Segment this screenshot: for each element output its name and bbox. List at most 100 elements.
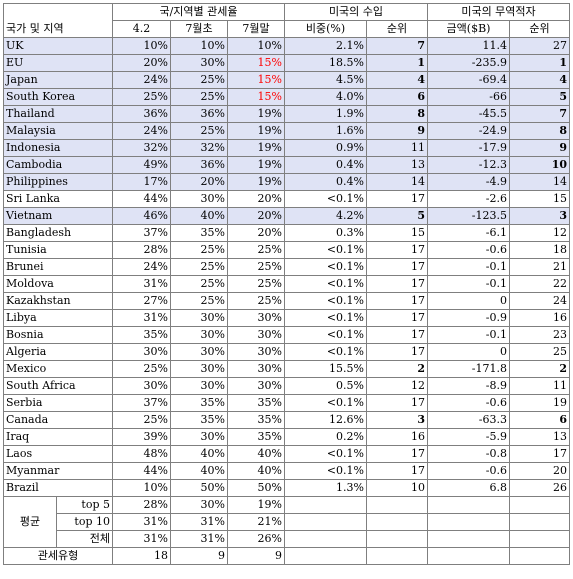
tariff-early-jul-cell: 36% (170, 105, 228, 123)
empty-cell (509, 513, 570, 531)
country-name: Serbia (3, 394, 113, 412)
import-share-cell: 0.4% (284, 173, 367, 191)
table-row: Moldova 31% 25% 25% <0.1% 17 -0.1 22 (3, 275, 570, 293)
tariff-early-jul-cell: 36% (170, 156, 228, 174)
tariff-apr-cell: 35% (112, 326, 171, 344)
tariff-late-jul-cell: 20% (227, 190, 285, 208)
import-share-cell: 1.6% (284, 122, 367, 140)
deficit-rank-cell: 14 (509, 173, 570, 191)
import-rank-cell: 17 (366, 258, 428, 276)
empty-cell (366, 547, 428, 565)
tariff-early-jul-cell: 30% (170, 326, 228, 344)
col-header-tariff-late-jul: 7월말 (227, 20, 285, 38)
tariff-early-jul-cell: 30% (170, 190, 228, 208)
average-row-label: top 5 (56, 496, 113, 514)
import-share-cell: <0.1% (284, 190, 367, 208)
deficit-amount-cell: -66 (427, 88, 510, 106)
table-row: Thailand 36% 36% 19% 1.9% 8 -45.5 7 (3, 105, 570, 123)
import-rank-cell: 4 (366, 71, 428, 89)
table-row: Philippines 17% 20% 19% 0.4% 14 -4.9 14 (3, 173, 570, 191)
tariff-table: 국가 및 지역 국/지역별 관세율 미국의 수입 미국의 무역적자 4.2 7월… (3, 3, 570, 565)
deficit-rank-cell: 9 (509, 139, 570, 157)
tariff-late-jul-cell: 19% (227, 173, 285, 191)
tariff-early-jul-cell: 25% (170, 258, 228, 276)
tariff-early-jul-cell: 40% (170, 462, 228, 480)
average-tariff-early-jul: 31% (170, 513, 228, 531)
deficit-amount-cell: 0 (427, 343, 510, 361)
import-share-cell: 12.6% (284, 411, 367, 429)
tariff-apr-cell: 30% (112, 343, 171, 361)
table-row: EU 20% 30% 15% 18.5% 1 -235.9 1 (3, 54, 570, 72)
tariff-late-jul-cell: 30% (227, 309, 285, 327)
deficit-amount-cell: -0.6 (427, 241, 510, 259)
tariff-early-jul-cell: 25% (170, 292, 228, 310)
tariff-apr-cell: 20% (112, 54, 171, 72)
average-tariff-late-jul: 19% (227, 496, 285, 514)
import-share-cell: 0.9% (284, 139, 367, 157)
deficit-rank-cell: 12 (509, 224, 570, 242)
tariff-type-row: 관세유형 18 9 9 (3, 547, 570, 565)
import-rank-cell: 7 (366, 37, 428, 55)
deficit-amount-cell: -5.9 (427, 428, 510, 446)
import-rank-cell: 17 (366, 309, 428, 327)
import-share-cell: 4.2% (284, 207, 367, 225)
import-share-cell: <0.1% (284, 275, 367, 293)
import-rank-cell: 8 (366, 105, 428, 123)
tariff-late-jul-cell: 30% (227, 377, 285, 395)
tariff-early-jul-cell: 50% (170, 479, 228, 497)
tariff-type-apr: 18 (112, 547, 171, 565)
tariff-type-label: 관세유형 (3, 547, 113, 565)
deficit-rank-cell: 25 (509, 343, 570, 361)
table-row: UK 10% 10% 10% 2.1% 7 11.4 27 (3, 37, 570, 55)
import-share-cell: <0.1% (284, 445, 367, 463)
average-row: 평균 top 5 28% 30% 19% (3, 496, 570, 548)
deficit-amount-cell: -4.9 (427, 173, 510, 191)
deficit-rank-cell: 26 (509, 479, 570, 497)
tariff-early-jul-cell: 25% (170, 275, 228, 293)
tariff-apr-cell: 39% (112, 428, 171, 446)
col-header-deficit-amount: 금액($B) (427, 20, 510, 38)
col-header-deficit-rank: 순위 (509, 20, 570, 38)
import-share-cell: 0.2% (284, 428, 367, 446)
tariff-early-jul-cell: 40% (170, 207, 228, 225)
table-row: South Korea 25% 25% 15% 4.0% 6 -66 5 (3, 88, 570, 106)
table-row: Mexico 25% 30% 30% 15.5% 2 -171.8 2 (3, 360, 570, 378)
import-share-cell: <0.1% (284, 326, 367, 344)
country-name: Mexico (3, 360, 113, 378)
tariff-apr-cell: 36% (112, 105, 171, 123)
country-name: Kazakhstan (3, 292, 113, 310)
import-rank-cell: 1 (366, 54, 428, 72)
deficit-amount-cell: -123.5 (427, 207, 510, 225)
deficit-amount-cell: -0.1 (427, 258, 510, 276)
tariff-late-jul-cell: 15% (227, 71, 285, 89)
table-row: Laos 48% 40% 40% <0.1% 17 -0.8 17 (3, 445, 570, 463)
table-row: Algeria 30% 30% 30% <0.1% 17 0 25 (3, 343, 570, 361)
import-group-header: 미국의 수입 (284, 3, 428, 21)
import-share-cell: 18.5% (284, 54, 367, 72)
tariff-late-jul-cell: 35% (227, 411, 285, 429)
deficit-amount-cell: -0.8 (427, 445, 510, 463)
average-row: 전체 31% 31% 26% (4, 530, 570, 548)
deficit-amount-cell: -0.6 (427, 394, 510, 412)
import-share-cell: 4.0% (284, 88, 367, 106)
country-name: Philippines (3, 173, 113, 191)
empty-cell (284, 513, 367, 531)
tariff-apr-cell: 31% (112, 309, 171, 327)
deficit-amount-cell: -0.1 (427, 326, 510, 344)
import-rank-cell: 2 (366, 360, 428, 378)
table-row: Brazil 10% 50% 50% 1.3% 10 6.8 26 (3, 479, 570, 497)
tariff-late-jul-cell: 25% (227, 292, 285, 310)
tariff-apr-cell: 37% (112, 224, 171, 242)
tariff-late-jul-cell: 40% (227, 445, 285, 463)
tariff-late-jul-cell: 15% (227, 54, 285, 72)
tariff-early-jul-cell: 20% (170, 173, 228, 191)
deficit-amount-cell: 11.4 (427, 37, 510, 55)
deficit-amount-cell: -12.3 (427, 156, 510, 174)
deficit-amount-cell: -0.1 (427, 275, 510, 293)
tariff-apr-cell: 37% (112, 394, 171, 412)
import-rank-cell: 14 (366, 173, 428, 191)
tariff-early-jul-cell: 25% (170, 71, 228, 89)
tariff-apr-cell: 25% (112, 88, 171, 106)
deficit-rank-cell: 27 (509, 37, 570, 55)
empty-cell (509, 496, 570, 514)
